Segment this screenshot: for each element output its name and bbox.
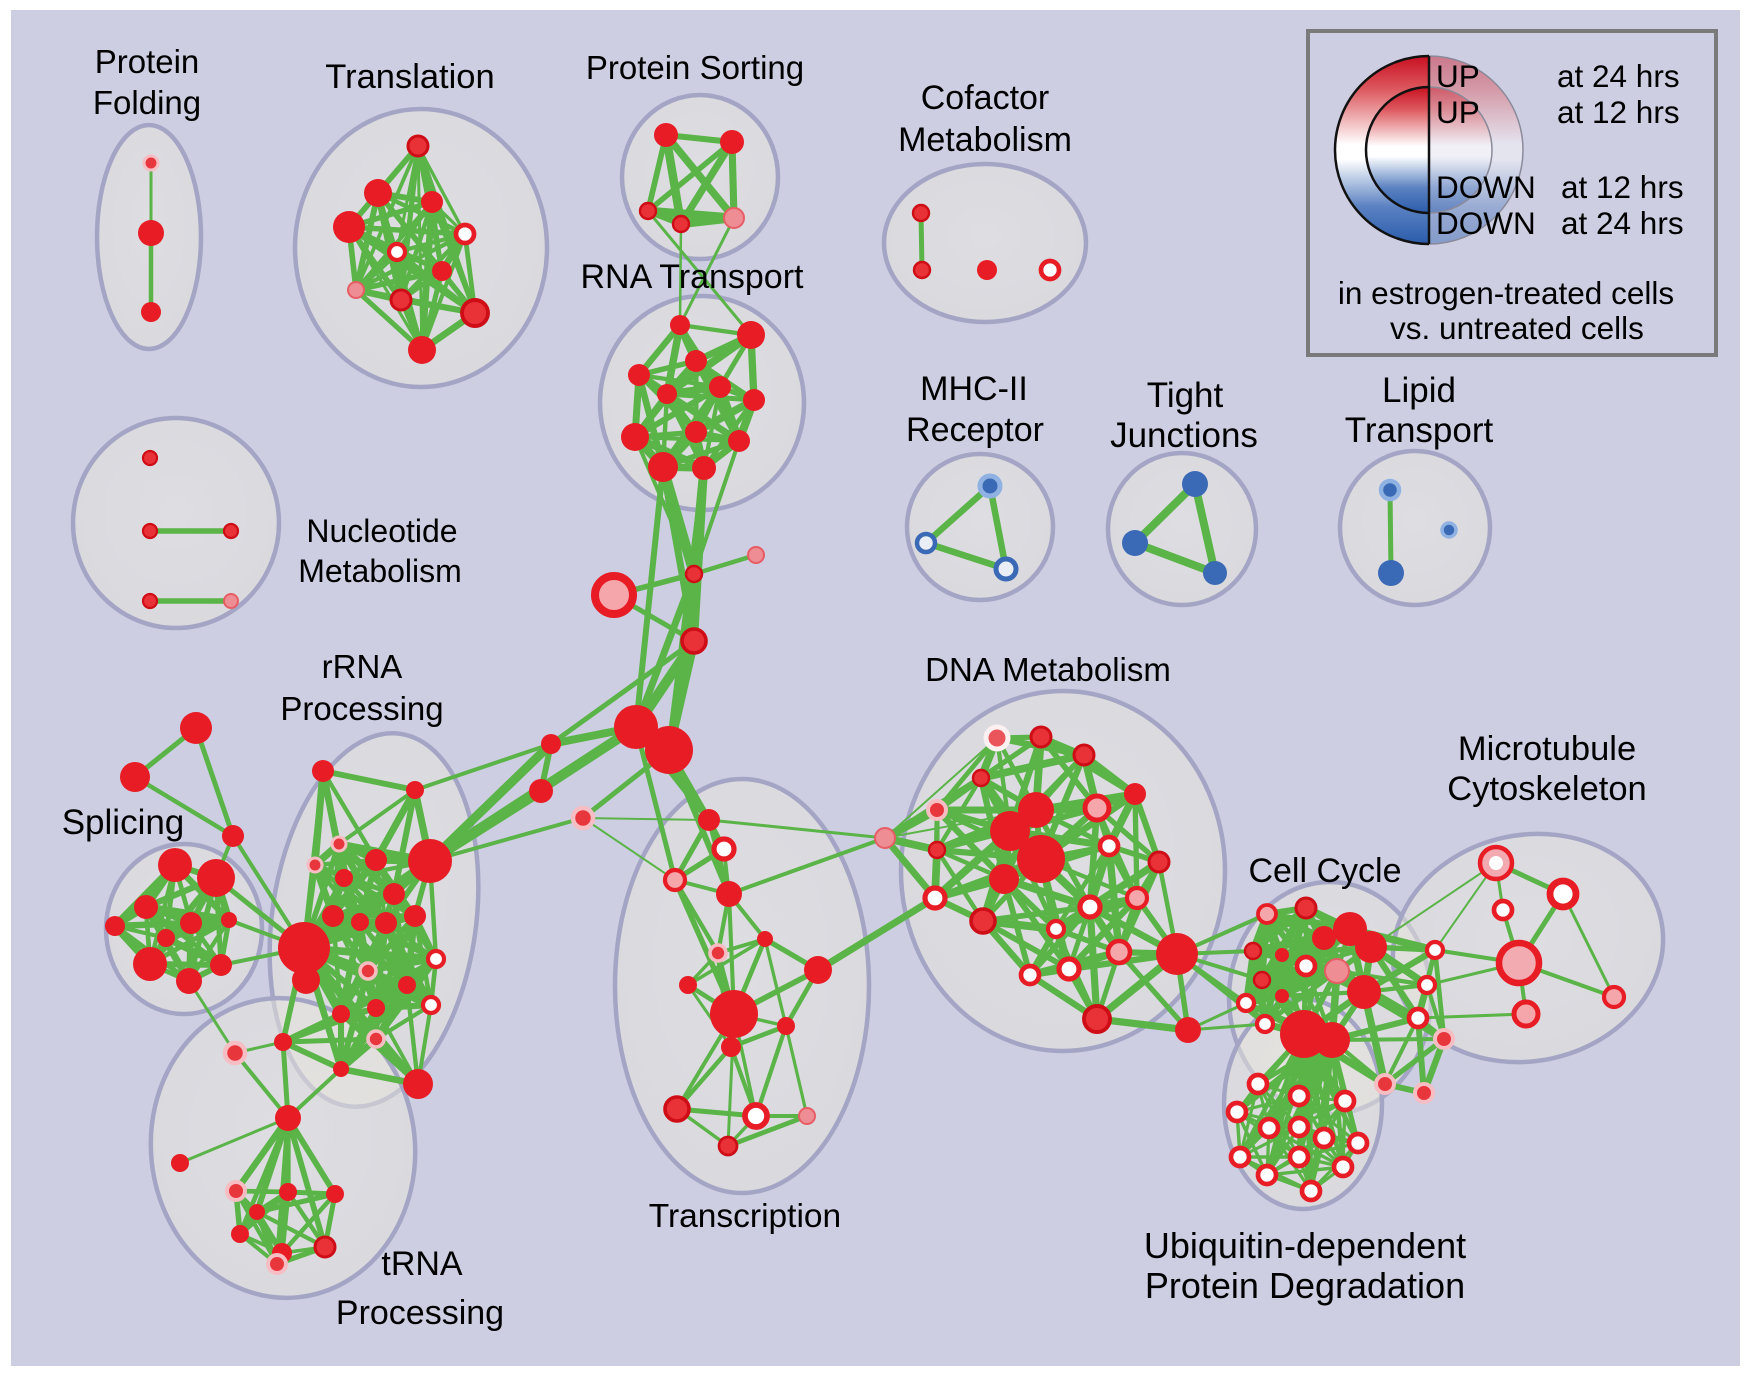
svg-text:RNA Transport: RNA Transport [581,258,805,296]
svg-text:Protein: Protein [95,43,200,80]
svg-text:Splicing: Splicing [62,803,185,842]
svg-text:Nucleotide: Nucleotide [306,513,457,549]
svg-text:Junctions: Junctions [1110,416,1258,455]
svg-text:in estrogen-treated cells: in estrogen-treated cells [1338,275,1674,311]
svg-text:Metabolism: Metabolism [898,121,1072,159]
svg-text:DNA Metabolism: DNA Metabolism [925,651,1171,688]
svg-text:Tight: Tight [1147,376,1224,415]
svg-text:Translation: Translation [325,58,494,96]
svg-text:Ubiquitin-dependent: Ubiquitin-dependent [1144,1225,1466,1266]
svg-text:Transcription: Transcription [649,1198,841,1235]
svg-text:at 12 hrs: at 12 hrs [1557,94,1680,130]
svg-text:UP: UP [1436,94,1480,130]
svg-text:Cytoskeleton: Cytoskeleton [1447,770,1646,808]
svg-text:UP: UP [1436,58,1480,94]
svg-text:Folding: Folding [93,84,201,121]
svg-text:DOWN: DOWN [1436,169,1536,205]
svg-text:at 24 hrs: at 24 hrs [1557,58,1680,94]
svg-text:at 24 hrs: at 24 hrs [1561,205,1684,241]
svg-text:Cofactor: Cofactor [921,79,1050,117]
svg-text:Processing: Processing [336,1294,504,1332]
svg-text:DOWN: DOWN [1436,205,1536,241]
svg-text:MHC-II: MHC-II [920,370,1028,408]
svg-text:Microtubule: Microtubule [1458,730,1636,768]
svg-text:vs. untreated cells: vs. untreated cells [1390,310,1644,346]
svg-text:Lipid: Lipid [1382,371,1456,410]
svg-text:Metabolism: Metabolism [298,553,462,589]
svg-text:Receptor: Receptor [906,411,1044,449]
svg-text:Cell Cycle: Cell Cycle [1248,852,1401,890]
svg-text:Protein Degradation: Protein Degradation [1145,1265,1465,1306]
svg-text:rRNA: rRNA [322,648,403,685]
svg-text:Protein Sorting: Protein Sorting [586,49,804,86]
svg-text:Transport: Transport [1345,411,1494,450]
svg-text:at 12 hrs: at 12 hrs [1561,169,1684,205]
svg-text:Processing: Processing [280,690,443,727]
svg-text:tRNA: tRNA [381,1245,463,1283]
